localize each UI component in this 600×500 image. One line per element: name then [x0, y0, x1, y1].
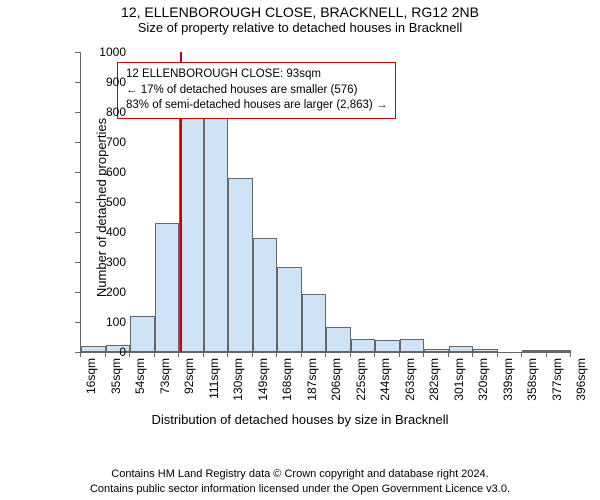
x-tick-label: 54sqm [133, 358, 147, 394]
histogram-bar [375, 340, 400, 352]
x-tick-label: 111sqm [207, 358, 221, 399]
x-tick-mark [276, 352, 277, 357]
y-tick-label: 900 [86, 75, 126, 89]
x-tick-label: 35sqm [109, 358, 123, 394]
footer-line-2: Contains public sector information licen… [0, 482, 600, 496]
x-tick-label: 130sqm [231, 358, 245, 401]
x-tick-mark [105, 352, 106, 357]
x-tick-mark [472, 352, 473, 357]
info-box-line: 12 ELLENBOROUGH CLOSE: 93sqm [126, 67, 387, 83]
histogram-bar [204, 112, 229, 352]
x-tick-mark [301, 352, 302, 357]
x-tick-label: 396sqm [574, 358, 588, 401]
x-tick-label: 206sqm [329, 358, 343, 401]
histogram-bar [522, 350, 547, 352]
x-tick-label: 263sqm [403, 358, 417, 401]
x-tick-mark [546, 352, 547, 357]
histogram-bar [326, 327, 351, 353]
footer-attribution: Contains HM Land Registry data © Crown c… [0, 467, 600, 496]
x-tick-mark [570, 352, 571, 357]
histogram-bar [277, 267, 302, 353]
x-tick-label: 320sqm [476, 358, 490, 401]
x-tick-label: 225sqm [354, 358, 368, 401]
y-tick-label: 500 [86, 195, 126, 209]
x-tick-label: 92sqm [182, 358, 196, 394]
y-tick-mark [75, 82, 80, 83]
y-tick-mark [75, 112, 80, 113]
y-tick-mark [75, 52, 80, 53]
histogram-bar [302, 294, 327, 353]
histogram-bar [155, 223, 180, 352]
histogram-bar [449, 346, 474, 352]
info-box-line: 83% of semi-detached houses are larger (… [126, 98, 387, 114]
y-tick-label: 400 [86, 225, 126, 239]
y-tick-label: 700 [86, 135, 126, 149]
histogram-bar [253, 238, 278, 352]
x-tick-mark [497, 352, 498, 357]
x-tick-mark [448, 352, 449, 357]
x-tick-label: 282sqm [427, 358, 441, 401]
x-tick-label: 301sqm [452, 358, 466, 401]
y-tick-mark [75, 262, 80, 263]
x-tick-mark [423, 352, 424, 357]
y-tick-mark [75, 232, 80, 233]
x-tick-mark [154, 352, 155, 357]
y-tick-mark [75, 292, 80, 293]
histogram-bar [351, 339, 376, 353]
x-tick-mark [129, 352, 130, 357]
x-axis-label: Distribution of detached houses by size … [0, 412, 600, 427]
y-tick-mark [75, 172, 80, 173]
info-box-line: ← 17% of detached houses are smaller (57… [126, 83, 387, 99]
x-tick-mark [374, 352, 375, 357]
info-box: 12 ELLENBOROUGH CLOSE: 93sqm← 17% of det… [117, 62, 396, 119]
histogram-bar [424, 349, 449, 352]
y-tick-label: 200 [86, 285, 126, 299]
x-tick-mark [203, 352, 204, 357]
x-tick-mark [350, 352, 351, 357]
histogram-chart: 12 ELLENBOROUGH CLOSE: 93sqm← 17% of det… [42, 46, 582, 416]
page-subtitle: Size of property relative to detached ho… [0, 20, 600, 39]
x-tick-label: 377sqm [550, 358, 564, 401]
footer-line-1: Contains HM Land Registry data © Crown c… [0, 467, 600, 481]
histogram-bar [400, 339, 425, 353]
y-tick-mark [75, 322, 80, 323]
y-tick-mark [75, 202, 80, 203]
histogram-bar [228, 178, 253, 352]
x-tick-label: 244sqm [378, 358, 392, 401]
y-tick-label: 600 [86, 165, 126, 179]
y-tick-label: 0 [86, 345, 126, 359]
x-tick-label: 339sqm [501, 358, 515, 401]
plot-area: 12 ELLENBOROUGH CLOSE: 93sqm← 17% of det… [80, 52, 571, 353]
histogram-bar [179, 118, 204, 352]
x-tick-mark [399, 352, 400, 357]
x-tick-label: 358sqm [525, 358, 539, 401]
histogram-bar [473, 349, 498, 352]
x-tick-mark [227, 352, 228, 357]
x-tick-label: 73sqm [158, 358, 172, 394]
y-tick-mark [75, 142, 80, 143]
histogram-bar [130, 316, 155, 352]
x-tick-mark [80, 352, 81, 357]
x-tick-label: 168sqm [280, 358, 294, 401]
x-tick-mark [325, 352, 326, 357]
page-title: 12, ELLENBOROUGH CLOSE, BRACKNELL, RG12 … [0, 0, 600, 20]
y-tick-label: 100 [86, 315, 126, 329]
x-tick-mark [178, 352, 179, 357]
x-tick-label: 16sqm [84, 358, 98, 394]
x-tick-label: 149sqm [256, 358, 270, 401]
x-tick-mark [252, 352, 253, 357]
y-tick-label: 300 [86, 255, 126, 269]
y-tick-label: 800 [86, 105, 126, 119]
y-tick-label: 1000 [86, 45, 126, 59]
x-tick-mark [521, 352, 522, 357]
histogram-bar [547, 350, 572, 352]
x-tick-label: 187sqm [305, 358, 319, 401]
